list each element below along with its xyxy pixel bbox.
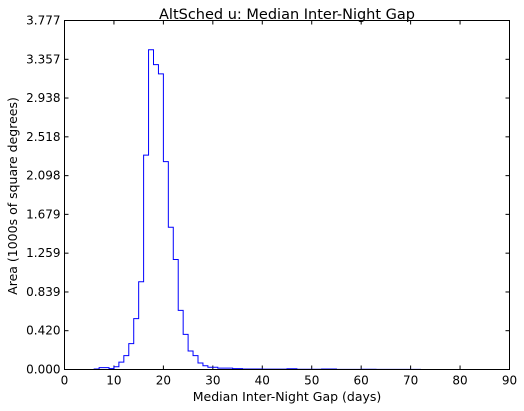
x-tick-label: 50 xyxy=(304,374,319,388)
y-tick-label: 3.357 xyxy=(26,52,60,66)
x-tick-label: 60 xyxy=(354,374,369,388)
x-axis-ticks: 0 10 20 30 40 50 60 70 80 90 xyxy=(61,20,517,388)
x-tick-label: 0 xyxy=(61,374,69,388)
x-tick-label: 80 xyxy=(452,374,467,388)
y-axis-label: Area (1000s of square degrees) xyxy=(5,97,20,295)
y-tick-label: 0.839 xyxy=(26,285,60,299)
x-axis-label: Median Inter-Night Gap (days) xyxy=(193,389,382,404)
y-tick-label: 2.518 xyxy=(26,130,60,144)
chart-title: AltSched u: Median Inter-Night Gap xyxy=(159,7,415,23)
y-tick-label: 0.000 xyxy=(26,363,60,377)
y-tick-label: 3.777 xyxy=(26,14,60,28)
y-axis-ticks: 0.000 0.420 0.839 1.259 1.679 2.098 2.518 2.938… xyxy=(26,14,510,377)
plot-frame xyxy=(64,20,510,370)
y-tick-label: 0.420 xyxy=(26,324,60,338)
y-tick-label: 1.259 xyxy=(26,246,60,260)
y-tick-label: 2.938 xyxy=(26,91,60,105)
x-tick-label: 40 xyxy=(255,374,270,388)
x-tick-label: 30 xyxy=(205,374,220,388)
y-tick-label: 1.679 xyxy=(26,207,60,221)
x-tick-label: 90 xyxy=(502,374,517,388)
x-tick-label: 70 xyxy=(403,374,418,388)
x-tick-label: 20 xyxy=(156,374,171,388)
x-tick-label: 10 xyxy=(106,374,121,388)
y-tick-label: 2.098 xyxy=(26,169,60,183)
